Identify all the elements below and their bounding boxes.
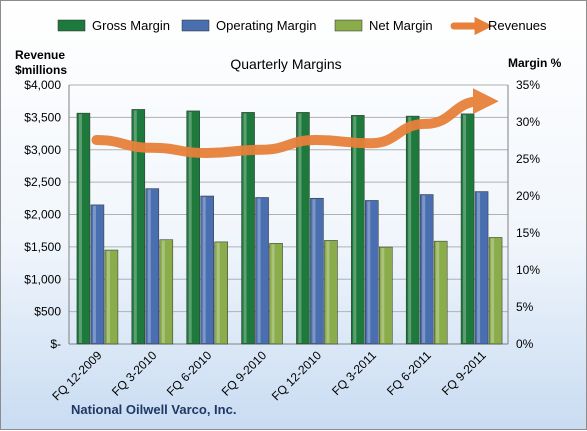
legend-label-revenues: Revenues [488, 18, 547, 33]
bar-highlight [312, 199, 316, 343]
bar-operating-margin [255, 197, 269, 345]
left-axis-label-line1: Revenue [15, 48, 65, 62]
left-axis-tick-label: $500 [34, 305, 61, 319]
legend-swatch-operating-margin [181, 19, 210, 32]
bar-highlight [353, 116, 357, 343]
bar-net-margin [269, 243, 283, 345]
bar-net-margin [433, 240, 448, 345]
bar-highlight [161, 240, 165, 343]
bar-highlight [436, 242, 440, 343]
bar-highlight [257, 198, 261, 343]
bar-highlight [463, 114, 467, 343]
bar-gross-margin [76, 112, 91, 345]
bar-gross-margin [460, 113, 475, 345]
left-axis-tick-label: $- [50, 337, 61, 351]
right-axis-tick-label: 10% [516, 263, 540, 277]
bar-highlight [367, 201, 371, 343]
bar-operating-margin [310, 197, 324, 345]
bar-gross-margin [405, 115, 420, 345]
bar-highlight [271, 244, 275, 343]
bar-highlight [477, 192, 481, 343]
bar-gross-margin [186, 110, 200, 345]
bar-highlight [106, 251, 110, 343]
revenues-line [91, 88, 499, 158]
bar-net-margin [104, 249, 119, 345]
bar-operating-margin [474, 191, 489, 345]
left-axis-label-line2: $millions [15, 63, 67, 77]
bar-highlight [243, 113, 247, 343]
x-axis-tick-label: FQ 12-2010 [269, 348, 324, 403]
left-axis-tick-label: $2,500 [24, 175, 61, 189]
bar-gross-margin [351, 115, 365, 345]
bar-highlight [92, 205, 96, 343]
bar-highlight [133, 110, 137, 343]
x-axis-tick-label: FQ 3-2011 [329, 348, 379, 398]
left-axis-tick-label: $3,500 [24, 110, 61, 124]
bar-highlight [491, 238, 495, 343]
bar-highlight [326, 241, 330, 343]
bar-gross-margin [241, 112, 255, 345]
right-axis-label: Margin % [508, 56, 562, 70]
bar-highlight [381, 248, 385, 343]
right-axis-tick-label: 35% [516, 78, 540, 92]
legend-swatch-net-margin [334, 19, 363, 32]
right-axis-tick-label: 15% [516, 226, 540, 240]
bar-net-margin [214, 241, 228, 345]
legend: Gross Margin Operating Margin Net Margin Re… [57, 16, 547, 36]
left-axis-tick-label: $2,000 [24, 208, 61, 222]
legend-swatch-gross-margin [57, 19, 86, 32]
bar-operating-margin [419, 194, 434, 345]
right-axis-tick-label: 20% [516, 189, 540, 203]
bar-highlight [216, 242, 220, 343]
bar-operating-margin [145, 188, 160, 345]
x-axis-tick-label: FQ 9-2010 [219, 348, 270, 399]
legend-label-operating-margin: Operating Margin [216, 18, 316, 33]
right-axis-tick-label: 5% [516, 300, 534, 314]
bar-net-margin [379, 246, 393, 345]
bar-highlight [147, 189, 151, 343]
left-axis-tick-label: $1,500 [24, 240, 61, 254]
bar-net-margin [159, 239, 174, 345]
bar-operating-margin [365, 200, 379, 345]
legend-label-gross-margin: Gross Margin [92, 18, 170, 33]
bar-highlight [422, 195, 426, 343]
right-axis-tick-label: 0% [516, 337, 534, 351]
bar-highlight [298, 113, 302, 343]
left-axis-tick-label: $3,000 [24, 143, 61, 157]
right-axis-tick-label: 30% [516, 115, 540, 129]
right-axis-tick-label: 25% [516, 152, 540, 166]
company-name: National Oilwell Varco, Inc. [71, 402, 236, 417]
x-axis-tick-label: FQ 3-2010 [109, 348, 160, 399]
bar-net-margin [488, 237, 503, 345]
x-axis-tick-label: FQ 6-2011 [384, 348, 434, 398]
left-axis-tick-label: $1,000 [24, 272, 61, 286]
bar-highlight [78, 114, 82, 344]
x-axis-tick-label: FQ 6-2010 [164, 348, 215, 399]
bar-operating-margin [90, 204, 105, 345]
legend-label-net-margin: Net Margin [369, 18, 433, 33]
bar-highlight [408, 117, 412, 343]
bar-operating-margin [200, 195, 214, 345]
bar-gross-margin [296, 112, 310, 345]
x-axis-tick-label: FQ 9-2011 [439, 348, 489, 398]
left-axis-tick-label: $4,000 [24, 78, 61, 92]
plot-area: $- $500 $1,000 $1,500 $2,000 $2,500 $3,000 $3,5… [24, 78, 540, 403]
bar-gross-margin [131, 109, 146, 345]
bar-highlight [188, 111, 192, 344]
x-axis-tick-label: FQ 12-2009 [49, 348, 104, 403]
bar-net-margin [324, 240, 338, 345]
bar-highlight [202, 197, 206, 343]
chart-title: Quarterly Margins [230, 56, 341, 72]
